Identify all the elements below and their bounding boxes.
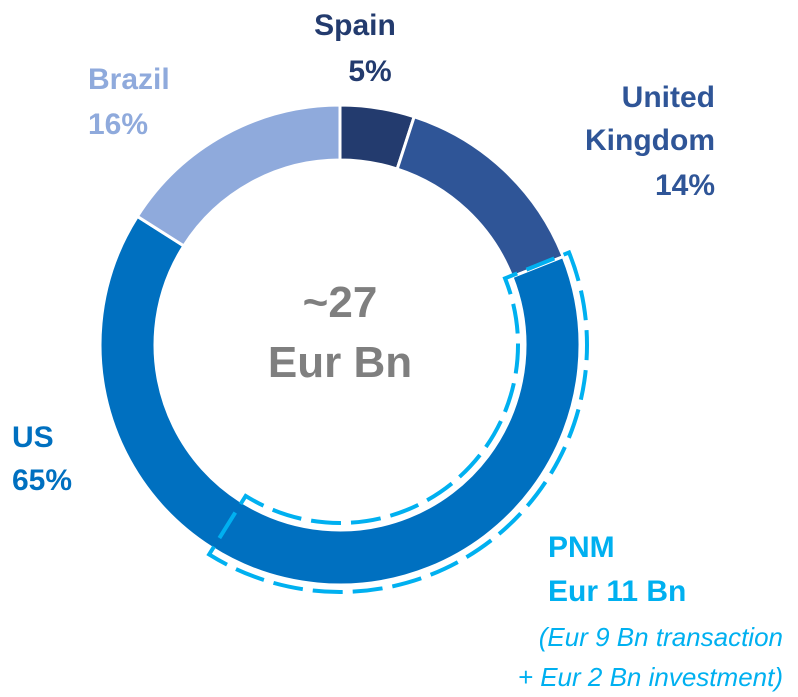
value-label: 65%	[12, 464, 73, 497]
segment-name: Spain	[314, 9, 396, 42]
annotation-outline	[206, 249, 589, 594]
value-label: 14%	[654, 169, 715, 202]
annotation-detail: (Eur 9 Bn transaction	[538, 622, 783, 652]
donut-segment	[98, 214, 582, 587]
value-label: 16%	[88, 108, 149, 141]
center-unit: Eur Bn	[267, 338, 413, 387]
annotation-detail: + Eur 2 Bn investment)	[518, 657, 783, 697]
value-label: 5%	[348, 55, 392, 88]
annotation-amount: Eur 11 Bn	[548, 575, 687, 608]
donut-segment	[135, 103, 342, 248]
segment-name: US	[12, 421, 54, 454]
annotation-detail-text: + Eur 2 Bn investment)	[517, 662, 783, 692]
segment-name: Brazil	[88, 63, 170, 96]
annotation-title: PNM	[548, 531, 615, 564]
segment-name: United Kingdom	[585, 81, 715, 157]
center-label: ~27	[302, 278, 378, 327]
